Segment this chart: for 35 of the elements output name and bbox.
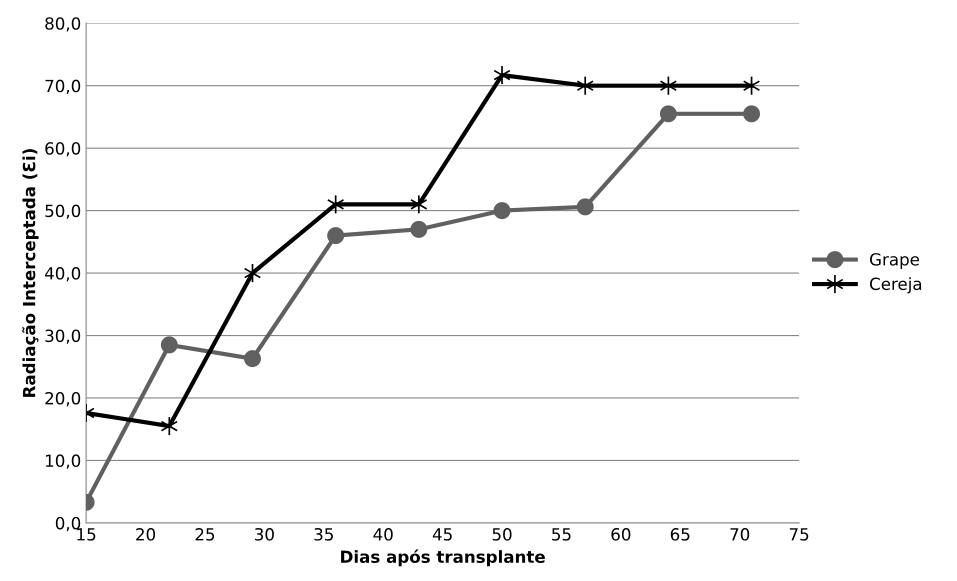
x-tick-label: 40 <box>373 528 393 541</box>
x-tick-label: 75 <box>790 528 808 541</box>
point <box>660 105 677 122</box>
x-tick-label: 25 <box>196 528 214 541</box>
y-tick-label: 60,0 <box>45 142 80 156</box>
point <box>576 198 594 216</box>
x-tick-label: 60 <box>611 528 630 541</box>
y-tick-label: 30,0 <box>45 329 80 344</box>
point <box>410 220 428 238</box>
y-tick-label: 10,0 <box>46 454 80 469</box>
point <box>494 202 510 220</box>
y-tick-label: 50,0 <box>45 204 80 219</box>
x-tick-label: 50 <box>492 528 512 541</box>
x-tick-label: 70 <box>730 528 750 541</box>
x-tick-label: 30 <box>255 528 274 541</box>
point <box>742 76 760 96</box>
x-tick-label: 65 <box>670 528 690 541</box>
x-tick-label: 45 <box>432 528 452 541</box>
point <box>244 263 262 283</box>
x-tick-label: 55 <box>552 528 571 541</box>
y-axis-title: Radiação Interceptada (Ɛi) <box>22 149 39 397</box>
x-tick-label: 20 <box>136 528 156 541</box>
y-tick-label: 20,0 <box>45 392 80 406</box>
legend-label: Cereja <box>870 277 922 294</box>
y-tick-label: 40,0 <box>44 267 80 282</box>
x-tick-label: 35 <box>314 528 333 541</box>
point <box>160 336 178 354</box>
y-tick-label: 70,0 <box>46 80 80 94</box>
point <box>493 65 511 85</box>
legend-label: Grape <box>870 253 920 269</box>
y-tick-label: 80,0 <box>45 17 80 32</box>
point <box>743 105 760 122</box>
point <box>327 227 344 244</box>
point <box>244 350 261 368</box>
x-axis-title: Dias após transplante <box>341 549 545 566</box>
